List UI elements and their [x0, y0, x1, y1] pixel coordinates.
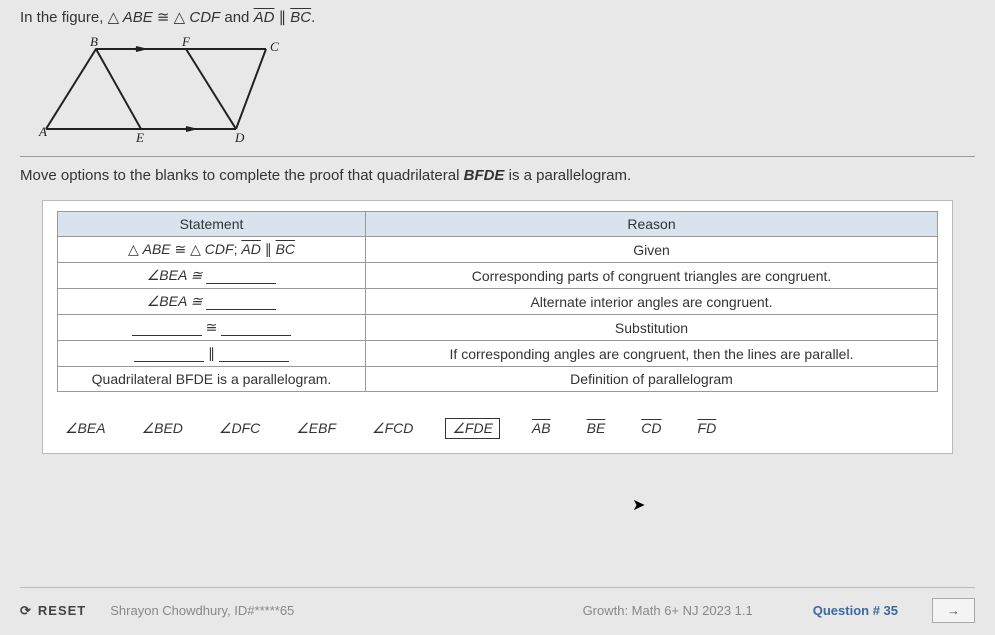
growth-label: Growth: Math 6+ NJ 2023 1.1 [583, 603, 753, 618]
proof-blank[interactable] [206, 269, 276, 284]
triangle-2-label: CDF [185, 9, 220, 26]
label-a: A [38, 124, 47, 139]
problem-statement: In the figure, ABE CDF and AD ∥ BC. [20, 8, 975, 26]
triangle-symbol-2 [174, 9, 186, 26]
proof-row: ∥ If corresponding angles are congruent,… [58, 341, 938, 367]
drag-option[interactable]: CD [637, 418, 665, 439]
footer: ⟳ RESET Shrayon Chowdhury, ID#*****65 Gr… [20, 587, 975, 623]
divider [20, 156, 975, 157]
reset-button[interactable]: ⟳ RESET [20, 603, 86, 619]
reset-icon: ⟳ [20, 603, 32, 619]
reason-cell: Corresponding parts of congruent triangl… [366, 263, 938, 289]
reason-cell: Substitution [366, 315, 938, 341]
triangle-symbol-1 [108, 9, 120, 26]
drag-option[interactable]: FD [694, 418, 721, 439]
drag-option[interactable]: ∠FCD [368, 418, 417, 439]
proof-row: ∠BEA ≅ Corresponding parts of congruent … [58, 263, 938, 289]
label-f: F [181, 34, 191, 49]
reason-cell: Given [366, 237, 938, 263]
proof-blank[interactable] [134, 347, 204, 362]
header-statement: Statement [58, 212, 366, 237]
prefix: In the figure, [20, 9, 108, 26]
drag-option[interactable]: ∠BED [138, 418, 187, 439]
header-reason: Reason [366, 212, 938, 237]
proof-row: ≅ Substitution [58, 315, 938, 341]
statement-cell: ∠BEA ≅ [58, 289, 366, 315]
congruent-symbol [157, 9, 170, 26]
drag-option[interactable]: BE [583, 418, 610, 439]
reason-cell: If corresponding angles are congruent, t… [366, 341, 938, 367]
geometry-figure: A B C D E F [36, 34, 286, 144]
proof-row: ∠BEA ≅ Alternate interior angles are con… [58, 289, 938, 315]
triangle-1-label: ABE [119, 9, 157, 26]
question-number: Question # 35 [813, 603, 898, 618]
label-d: D [234, 130, 245, 144]
student-id: Shrayon Chowdhury, ID#*****65 [110, 603, 294, 618]
figure-container: A B C D E F [36, 34, 975, 144]
proof-blank[interactable] [221, 321, 291, 336]
label-e: E [135, 130, 144, 144]
mouse-cursor: ➤ [632, 495, 645, 515]
statement-cell: ∥ [58, 341, 366, 367]
proof-row: Quadrilateral BFDE is a parallelogram.De… [58, 367, 938, 392]
option-row: ∠BEA ∠BED ∠DFC ∠EBF ∠FCD ∠FDE AB BE CD FD [57, 418, 938, 439]
quad-name: BFDE [464, 167, 505, 184]
drag-option[interactable]: ∠BEA [61, 418, 110, 439]
reason-cell: Definition of parallelogram [366, 367, 938, 392]
statement-cell: ≅ [58, 315, 366, 341]
label-c: C [270, 39, 279, 54]
reset-label: RESET [38, 603, 86, 618]
drag-option[interactable]: AB [528, 418, 555, 439]
reason-cell: Alternate interior angles are congruent. [366, 289, 938, 315]
proof-blank[interactable] [132, 321, 202, 336]
instruction: Move options to the blanks to complete t… [20, 167, 975, 184]
statement-cell: ∠BEA ≅ [58, 263, 366, 289]
proof-blank[interactable] [206, 295, 276, 310]
drag-option[interactable]: ∠EBF [292, 418, 340, 439]
parallel-symbol: ∥ [279, 9, 291, 26]
statement-cell: Quadrilateral BFDE is a parallelogram. [58, 367, 366, 392]
statement-cell: △ ABE ≅ △ CDF; AD ∥ BC [58, 237, 366, 263]
proof-table: Statement Reason △ ABE ≅ △ CDF; AD ∥ BCG… [57, 211, 938, 392]
segment-bc: BC [290, 9, 311, 26]
segment-ad: AD [254, 9, 275, 26]
drag-option[interactable]: ∠FDE [445, 418, 500, 439]
label-b: B [90, 34, 98, 49]
proof-container: Statement Reason △ ABE ≅ △ CDF; AD ∥ BCG… [42, 200, 953, 454]
proof-row: △ ABE ≅ △ CDF; AD ∥ BCGiven [58, 237, 938, 263]
proof-blank[interactable] [219, 347, 289, 362]
and-text: and [224, 9, 253, 26]
next-button[interactable]: → [932, 598, 975, 623]
drag-option[interactable]: ∠DFC [215, 418, 264, 439]
